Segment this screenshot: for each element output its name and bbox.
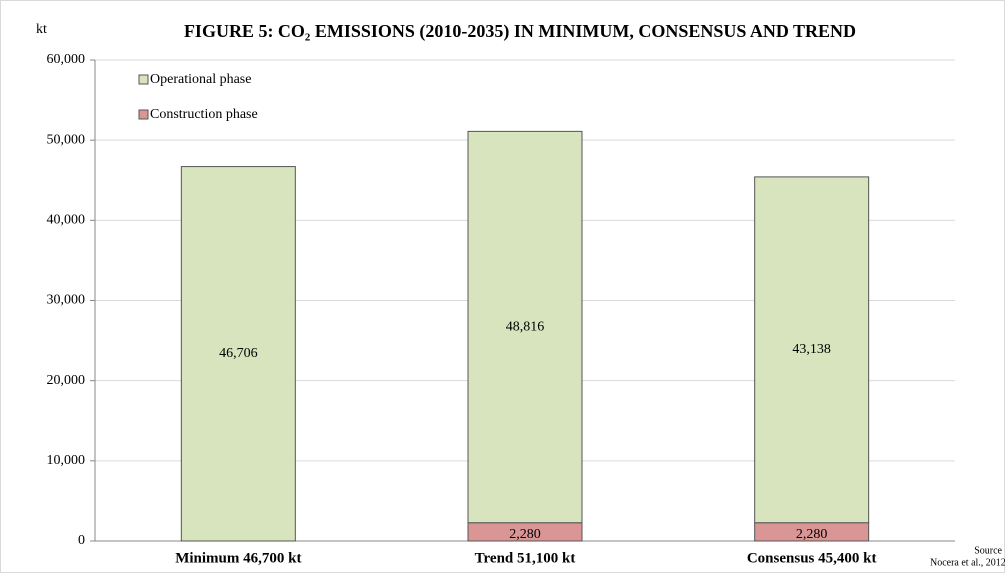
bar-segment xyxy=(467,130,583,524)
x-tick-label: Minimum 46,700 kt xyxy=(175,550,301,566)
y-tick-label: 40,000 xyxy=(47,213,86,228)
data-label: 46,706 xyxy=(219,346,258,361)
legend-label: Operational phase xyxy=(150,72,251,87)
data-label: 2,280 xyxy=(796,527,828,542)
y-tick-label: 30,000 xyxy=(47,293,86,308)
legend-swatch xyxy=(138,109,149,120)
bar-segment xyxy=(754,176,870,524)
y-tick-label: 10,000 xyxy=(47,453,86,468)
y-tick-label: 50,000 xyxy=(47,132,86,147)
x-tick-label: Consensus 45,400 kt xyxy=(747,550,877,566)
y-tick-label: 60,000 xyxy=(47,52,86,67)
y-tick-label: 20,000 xyxy=(47,373,86,388)
legend-swatch xyxy=(138,74,149,85)
source-text: Nocera et al., 2012 xyxy=(930,557,1005,568)
y-axis-label: kt xyxy=(36,22,47,37)
source-label: Source xyxy=(974,545,1002,556)
y-tick-label: 0 xyxy=(78,533,85,548)
data-label: 43,138 xyxy=(792,342,831,357)
chart-title: FIGURE 5: CO₂ EMISSIONS (2010-2035) IN M… xyxy=(184,21,856,42)
bar-segment xyxy=(180,166,296,542)
legend-label: Construction phase xyxy=(150,107,258,122)
data-label: 2,280 xyxy=(509,527,541,542)
x-tick-label: Trend 51,100 kt xyxy=(475,550,576,566)
data-label: 48,816 xyxy=(506,319,545,334)
